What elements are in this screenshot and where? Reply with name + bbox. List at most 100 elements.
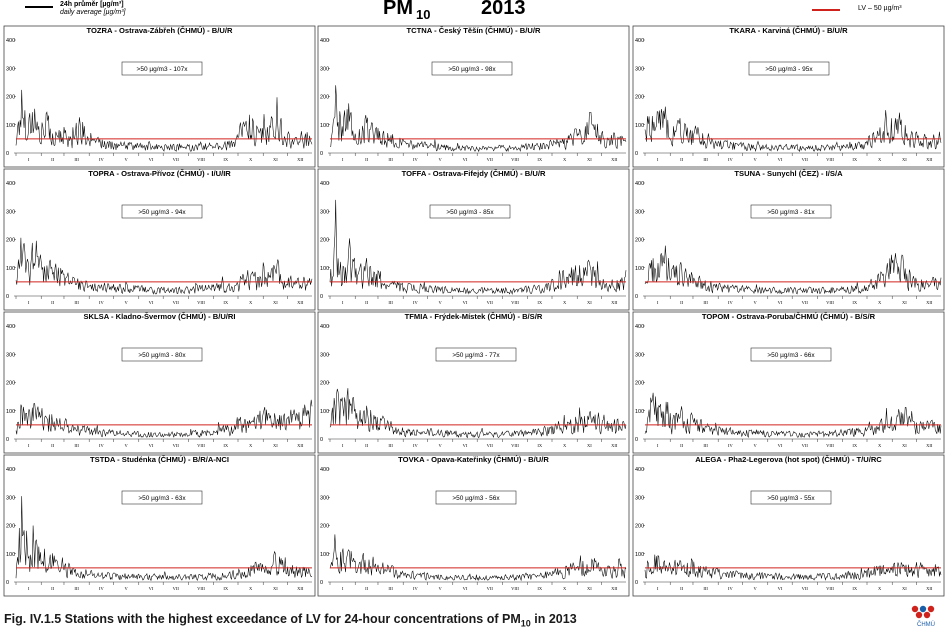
month-label: IV	[99, 586, 104, 591]
daily-series-line	[644, 392, 942, 438]
month-label: XII	[926, 300, 933, 305]
month-label: II	[365, 300, 368, 305]
y-tick-label: 200	[6, 524, 15, 530]
month-label: XII	[611, 300, 618, 305]
month-label: XI	[273, 586, 278, 591]
y-tick-label: 300	[320, 352, 329, 358]
month-label: II	[365, 157, 368, 162]
month-label: IV	[413, 586, 418, 591]
month-label: VIII	[826, 157, 834, 162]
month-label: VIII	[511, 586, 519, 591]
y-tick-label: 300	[6, 209, 15, 215]
daily-series-line	[15, 399, 313, 438]
y-tick-label: 400	[635, 181, 644, 187]
month-label: VI	[778, 300, 783, 305]
month-label: I	[28, 443, 30, 448]
month-label: I	[342, 586, 344, 591]
month-label: V	[754, 157, 758, 162]
month-label: XI	[587, 443, 592, 448]
month-label: III	[703, 300, 708, 305]
y-tick-label: 300	[635, 66, 644, 72]
month-label: IX	[223, 300, 228, 305]
month-label: III	[703, 443, 708, 448]
month-label: IX	[537, 300, 542, 305]
month-label: VI	[778, 443, 783, 448]
figure-title: PM 10	[383, 0, 431, 22]
y-tick-label: 100	[320, 123, 329, 129]
month-label: III	[388, 586, 393, 591]
chart-title: TOPRA - Ostrava-Přívoz (ČHMÚ) - I/U/IR	[88, 169, 231, 178]
month-label: XII	[297, 443, 304, 448]
month-label: VI	[463, 157, 468, 162]
month-label: I	[28, 157, 30, 162]
exceedance-label: >50 µg/m3 - 66x	[767, 352, 815, 359]
month-label: X	[878, 586, 882, 591]
chart-title: SKLSA - Kladno-Švermov (ČHMÚ) - B/U/RI	[83, 312, 235, 321]
y-tick-label: 400	[6, 324, 15, 330]
month-label: III	[703, 157, 708, 162]
month-label: VII	[173, 443, 180, 448]
month-label: V	[125, 157, 129, 162]
y-tick-label: 100	[6, 552, 15, 558]
y-tick-label: 100	[320, 266, 329, 272]
month-label: XI	[273, 300, 278, 305]
exceedance-label: >50 µg/m3 - 107x	[137, 66, 189, 73]
exceedance-box	[750, 490, 832, 505]
month-label: VI	[149, 586, 154, 591]
month-label: II	[51, 300, 54, 305]
month-label: XII	[926, 443, 933, 448]
month-label: IV	[728, 300, 733, 305]
month-label: VII	[487, 443, 494, 448]
month-label: VII	[173, 586, 180, 591]
exceedance-label: >50 µg/m3 - 95x	[765, 66, 813, 73]
month-label: VII	[487, 300, 494, 305]
month-label: III	[74, 300, 79, 305]
y-tick-label: 400	[6, 181, 15, 187]
y-tick-label: 200	[635, 95, 644, 101]
title-subscript: 10	[416, 7, 431, 22]
month-label: X	[249, 443, 253, 448]
month-label: IX	[852, 586, 857, 591]
month-label: IV	[99, 157, 104, 162]
y-tick-label: 0	[635, 294, 638, 300]
month-label: X	[563, 586, 567, 591]
month-label: X	[563, 157, 567, 162]
legend-limit-label: LV – 50 µg/m³	[858, 5, 902, 12]
y-tick-label: 300	[320, 495, 329, 501]
y-tick-label: 200	[6, 238, 15, 244]
month-label: II	[365, 586, 368, 591]
y-tick-label: 400	[635, 38, 644, 44]
month-label: V	[125, 586, 129, 591]
month-label: I	[657, 443, 659, 448]
month-label: II	[680, 443, 683, 448]
y-tick-label: 200	[320, 524, 329, 530]
month-label: XI	[587, 300, 592, 305]
chart-title: TSTDA - Studénka (ČHMÚ) - B/R/A-NCI	[90, 455, 229, 464]
title-main: PM	[383, 0, 413, 19]
month-label: IV	[728, 157, 733, 162]
daily-series-line	[329, 388, 627, 439]
month-label: XI	[902, 586, 907, 591]
exceedance-label: >50 µg/m3 - 55x	[767, 495, 815, 502]
exceedance-box	[435, 490, 517, 505]
station-chart: TSTDA - Studénka (ČHMÚ) - B/R/A-NCI 0 100 2…	[3, 454, 316, 597]
y-tick-label: 400	[320, 38, 329, 44]
daily-series-line	[644, 106, 942, 153]
y-tick-label: 300	[6, 66, 15, 72]
month-label: XII	[297, 300, 304, 305]
month-label: X	[249, 586, 253, 591]
month-label: IV	[728, 443, 733, 448]
exceedance-box	[121, 204, 203, 219]
month-label: III	[388, 300, 393, 305]
y-tick-label: 0	[6, 294, 9, 300]
caption-subscript: 10	[520, 618, 531, 629]
month-label: IX	[852, 157, 857, 162]
month-label: VI	[778, 586, 783, 591]
month-label: XII	[611, 443, 618, 448]
month-label: I	[342, 157, 344, 162]
y-tick-label: 0	[635, 580, 638, 586]
chart-frame	[317, 168, 630, 311]
y-tick-label: 0	[635, 437, 638, 443]
month-label: II	[51, 443, 54, 448]
exceedance-box	[121, 347, 203, 362]
